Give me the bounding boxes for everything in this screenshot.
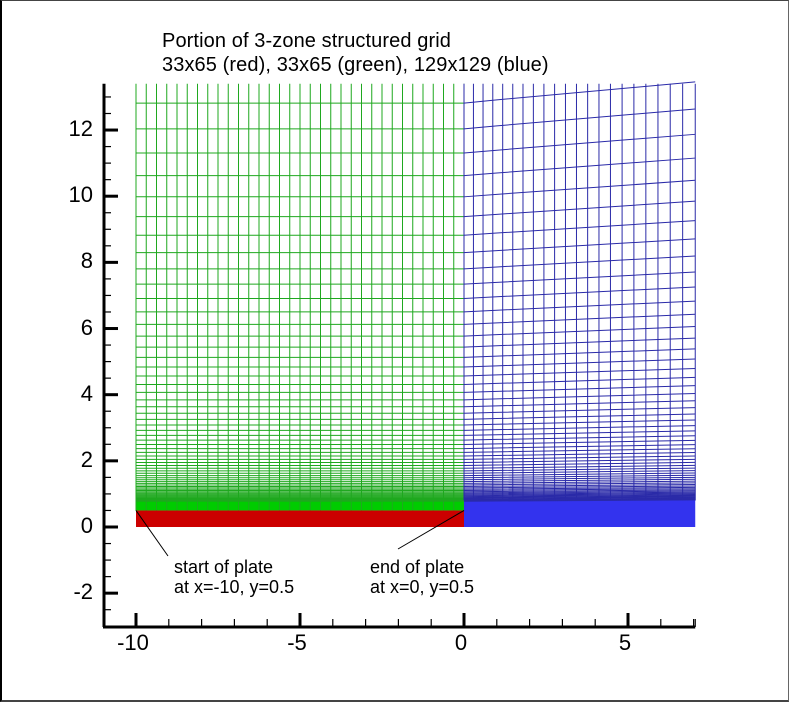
grid-zones bbox=[135, 81, 696, 527]
y-tick-label: 2 bbox=[80, 446, 93, 472]
y-tick-label: 8 bbox=[80, 248, 93, 274]
x-tick-label: 0 bbox=[454, 630, 468, 655]
y-tick-label: 10 bbox=[68, 182, 93, 208]
x-tick-label: -5 bbox=[287, 630, 307, 655]
y-tick-label: -2 bbox=[73, 579, 93, 605]
annotation-start-of-plate: start of plate at x=-10, y=0.5 bbox=[174, 557, 294, 597]
y-tick-label: 4 bbox=[80, 380, 93, 406]
x-tick-label: 5 bbox=[618, 630, 632, 655]
annotation-start-line2: at x=-10, y=0.5 bbox=[174, 577, 295, 597]
annotation-end-line1: end of plate bbox=[370, 557, 465, 577]
annotation-end-of-plate: end of plate at x=0, y=0.5 bbox=[370, 557, 474, 597]
y-tick-label: 0 bbox=[80, 513, 93, 538]
y-tick-label: 12 bbox=[68, 116, 93, 142]
annotation-start-line1: start of plate bbox=[174, 557, 274, 577]
annotation-end-line2: at x=0, y=0.5 bbox=[370, 577, 475, 597]
blue-zone-dense-band bbox=[464, 497, 696, 527]
end-of-plate-leader bbox=[397, 510, 465, 550]
annotation-leader-lines bbox=[135, 510, 465, 557]
plot-title-line1: Portion of 3-zone structured grid bbox=[162, 30, 452, 52]
blue-zone-grid bbox=[463, 81, 696, 502]
green-zone-grid bbox=[135, 83, 465, 511]
start-of-plate-leader bbox=[135, 510, 169, 557]
axes bbox=[102, 83, 696, 629]
x-tick-label: -10 bbox=[117, 630, 149, 655]
plot-title-line2: 33x65 (red), 33x65 (green), 129x129 (blu… bbox=[162, 54, 549, 76]
y-tick-label: 6 bbox=[80, 314, 93, 340]
red-zone bbox=[136, 510, 464, 527]
